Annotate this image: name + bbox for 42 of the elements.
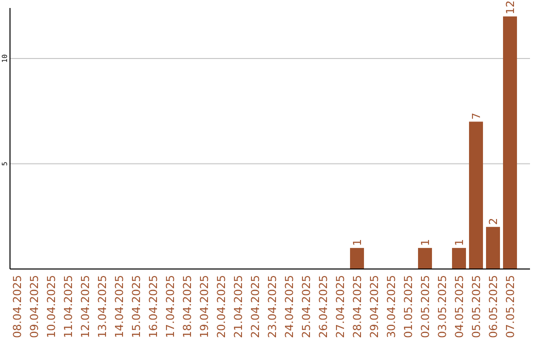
- data-label: 1: [351, 238, 364, 246]
- x-tick-label: 15.04.2025: [130, 275, 143, 338]
- x-tick-label: 06.05.2025: [487, 275, 500, 338]
- x-tick-label: 22.04.2025: [249, 275, 262, 338]
- bar: [452, 248, 466, 269]
- bar: [486, 226, 500, 269]
- x-tick-label: 14.04.2025: [113, 275, 126, 338]
- x-tick-label: 20.04.2025: [215, 275, 228, 338]
- data-label: 2: [487, 218, 500, 225]
- data-label: 1: [453, 238, 466, 246]
- x-tick-label: 16.04.2025: [147, 275, 160, 338]
- bar: [350, 248, 364, 269]
- x-tick-label: 21.04.2025: [232, 275, 245, 338]
- x-tick-label: 09.04.2025: [28, 275, 41, 338]
- data-label: 7: [470, 112, 483, 120]
- bar: [469, 122, 483, 269]
- x-tick-label: 26.04.2025: [317, 275, 330, 338]
- x-tick-label: 02.05.2025: [419, 275, 432, 338]
- x-tick-label: 05.05.2025: [470, 275, 483, 338]
- x-tick-label: 23.04.2025: [266, 275, 279, 338]
- x-tick-label: 07.05.2025: [504, 275, 517, 338]
- x-tick-label: 12.04.2025: [79, 275, 92, 338]
- x-tick-label: 04.05.2025: [453, 275, 466, 338]
- data-label: 1: [419, 238, 432, 246]
- x-tick-label: 11.04.2025: [62, 275, 75, 338]
- x-tick-label: 13.04.2025: [96, 275, 109, 338]
- x-tick-label: 03.05.2025: [436, 275, 449, 338]
- x-tick-label: 24.04.2025: [283, 275, 296, 338]
- x-tick-label: 17.04.2025: [164, 275, 177, 338]
- x-tick-label: 19.04.2025: [198, 275, 211, 338]
- x-tick-label: 18.04.2025: [181, 275, 194, 338]
- x-tick-label: 01.05.2025: [402, 275, 415, 338]
- bar: [503, 16, 517, 269]
- x-tick-label: 29.04.2025: [368, 275, 381, 338]
- x-tick-label: 08.04.2025: [11, 275, 24, 338]
- x-tick-label: 27.04.2025: [334, 275, 347, 338]
- x-tick-label: 25.04.2025: [300, 275, 313, 338]
- x-tick-label: 30.04.2025: [385, 275, 398, 338]
- bar: [418, 248, 432, 269]
- x-tick-label: 10.04.2025: [45, 275, 58, 338]
- x-tick-label: 28.04.2025: [351, 275, 364, 338]
- data-label: 12: [504, 0, 517, 14]
